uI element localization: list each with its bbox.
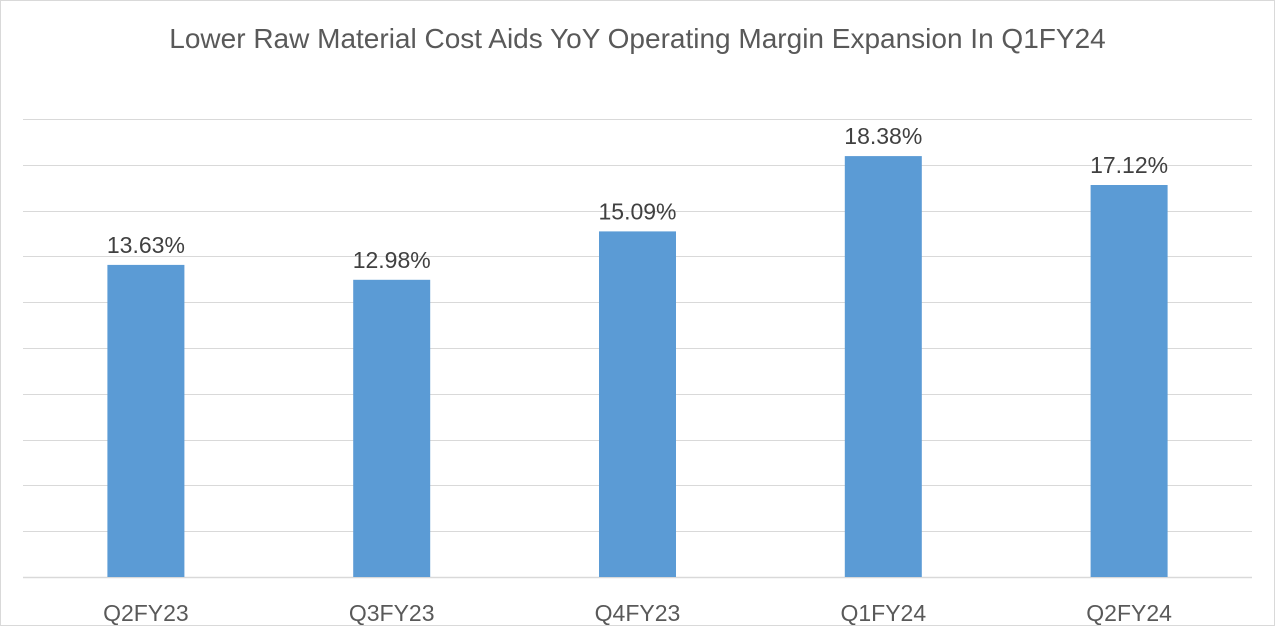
category-label-q2fy23: Q2FY23 xyxy=(103,600,189,625)
bar-q2fy24 xyxy=(1090,185,1168,577)
chart-title: Lower Raw Material Cost Aids YoY Operati… xyxy=(169,23,1106,54)
bar-q2fy23 xyxy=(107,264,185,577)
category-label-q2fy24: Q2FY24 xyxy=(1086,600,1172,625)
data-label-q1fy24: 18.38% xyxy=(844,123,922,149)
category-label-q1fy24: Q1FY24 xyxy=(840,600,926,625)
bar-q3fy23 xyxy=(353,279,431,577)
data-labels: 13.63% 12.98% 15.09% 18.38% 17.12% xyxy=(107,123,1168,273)
data-label-q3fy23: 12.98% xyxy=(353,247,431,273)
data-label-q2fy23: 13.63% xyxy=(107,232,185,258)
bar-q4fy23 xyxy=(599,231,676,577)
bar-q1fy24 xyxy=(844,156,922,577)
category-label-q4fy23: Q4FY23 xyxy=(595,600,681,625)
data-label-q4fy23: 15.09% xyxy=(598,198,676,224)
category-label-q3fy23: Q3FY23 xyxy=(349,600,435,625)
bars xyxy=(107,156,1168,577)
category-labels: Q2FY23 Q3FY23 Q4FY23 Q1FY24 Q2FY24 xyxy=(103,600,1172,625)
data-label-q2fy24: 17.12% xyxy=(1090,152,1168,178)
